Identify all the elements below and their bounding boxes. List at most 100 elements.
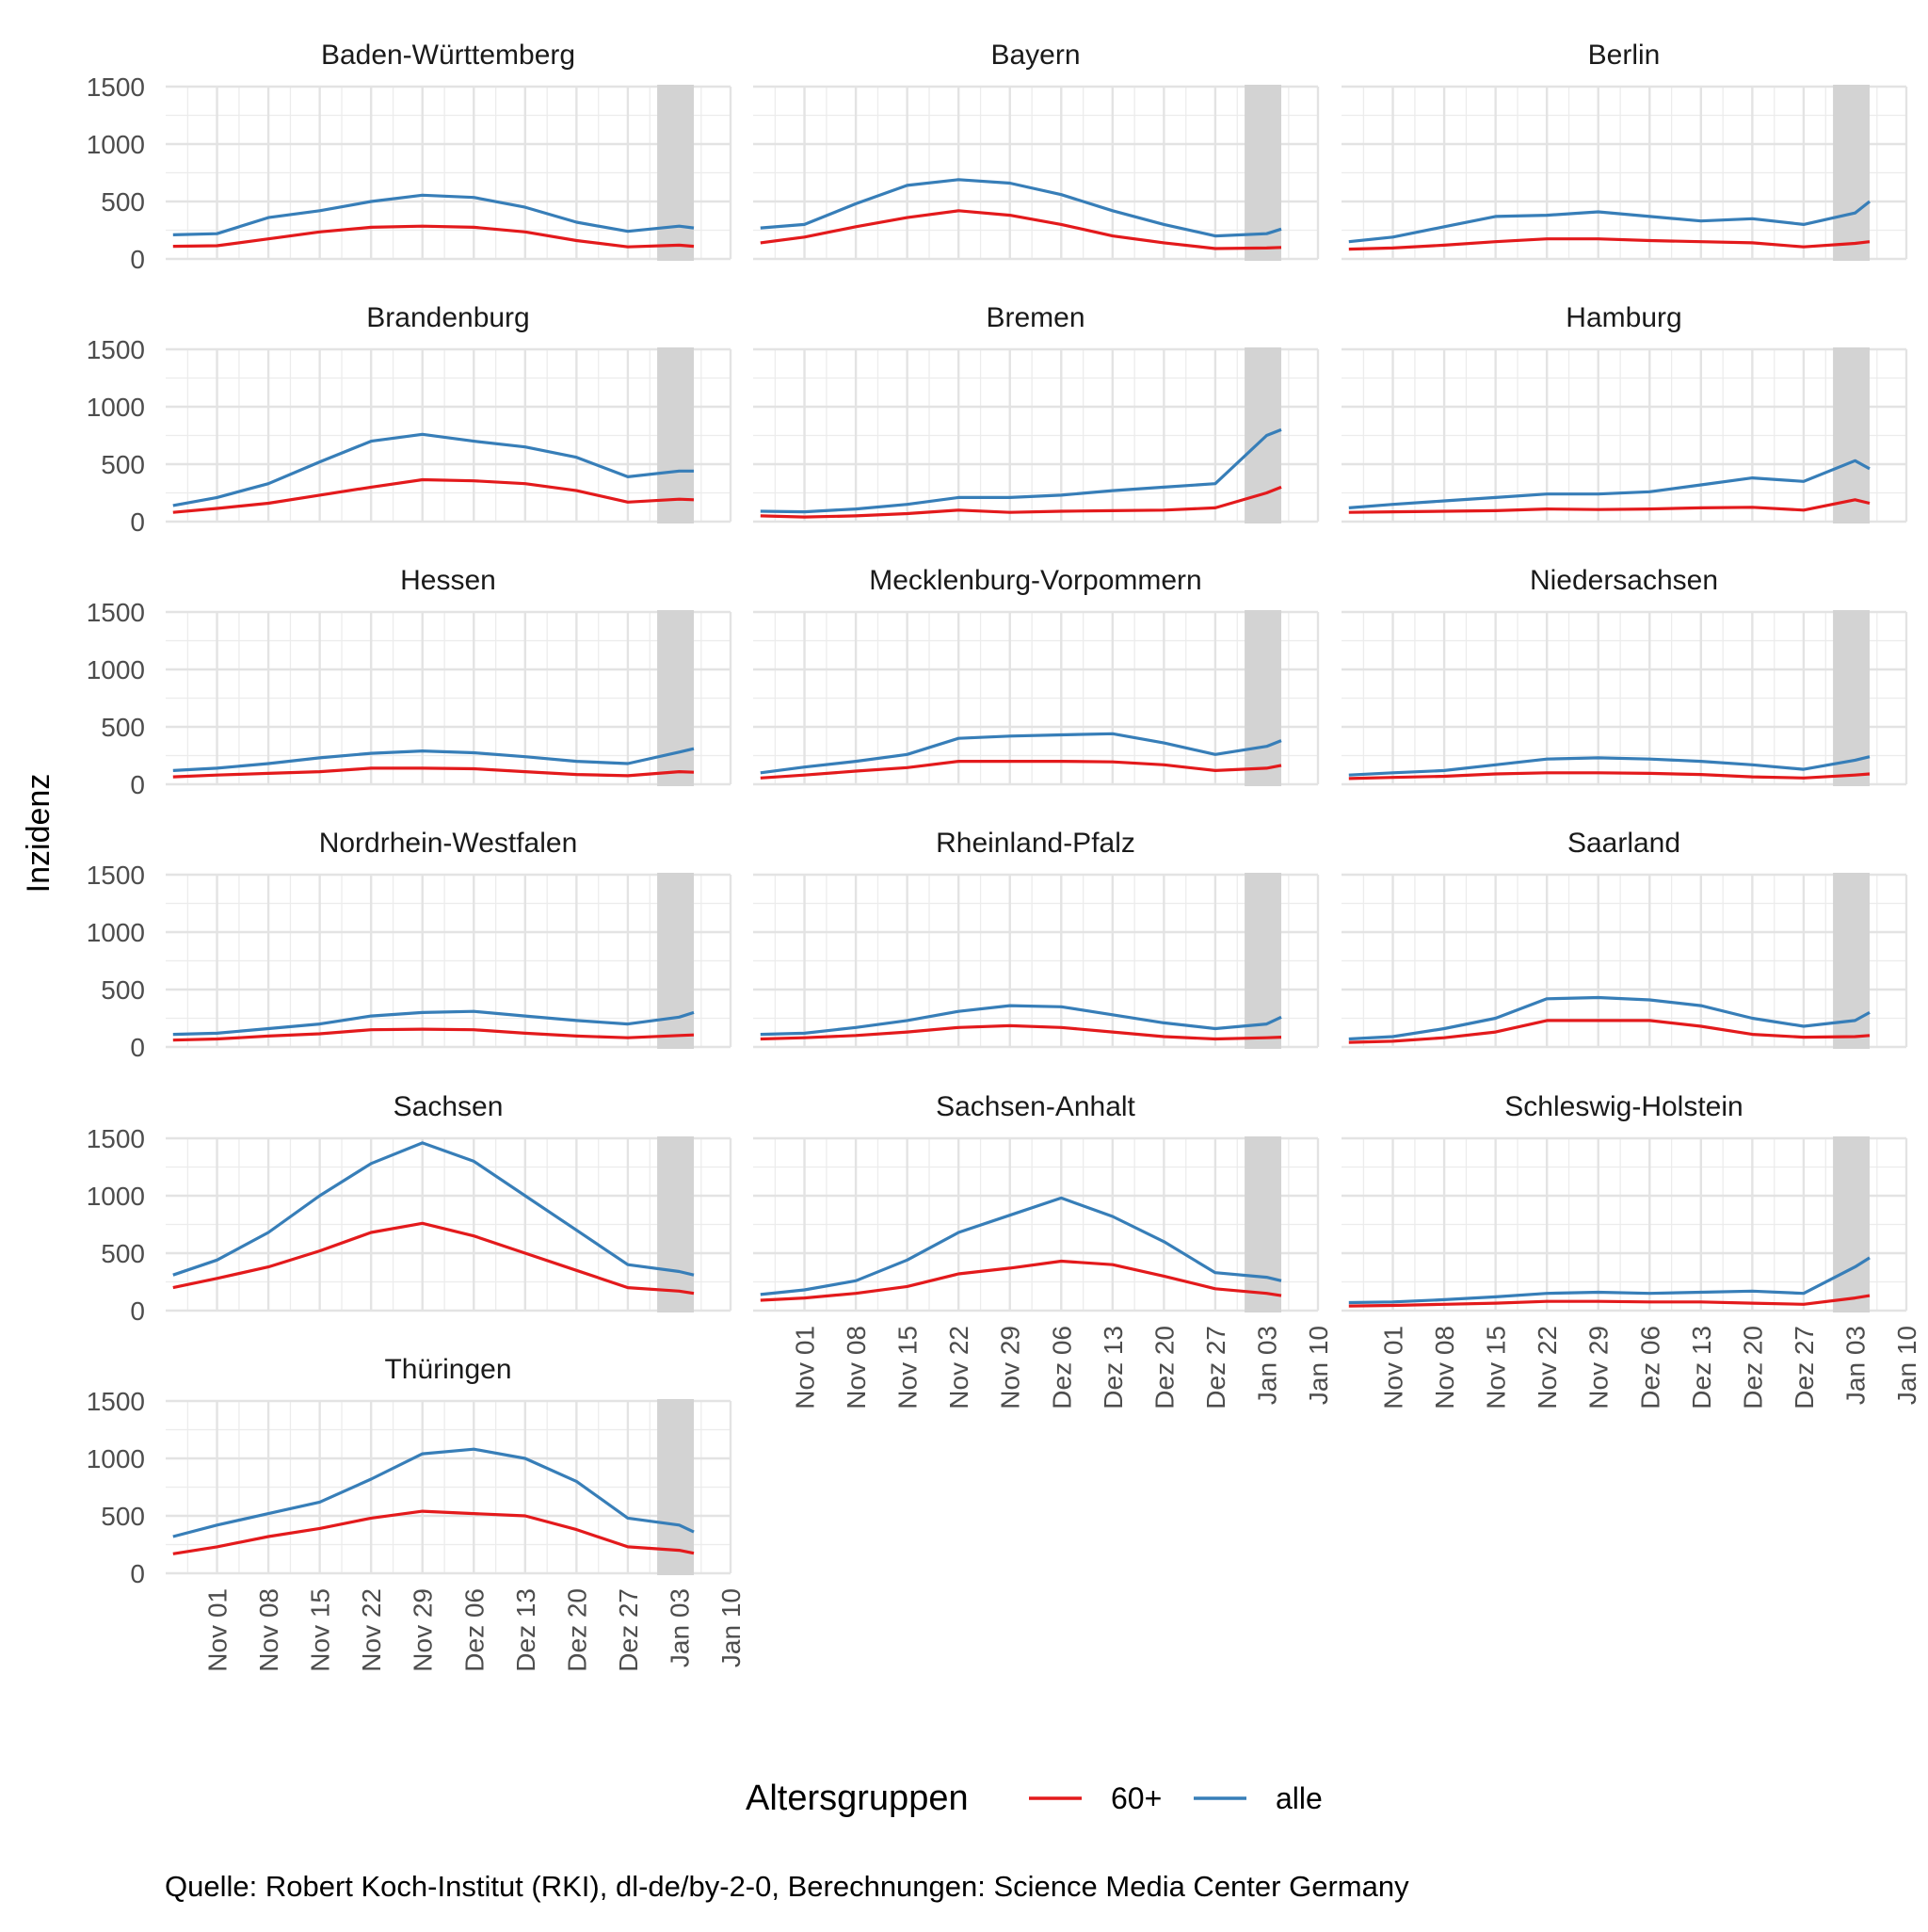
- facet-panel: Bayern: [753, 40, 1320, 261]
- x-tick-label: Dez 20: [1149, 1326, 1179, 1409]
- facet-panel: Berlin: [1342, 40, 1908, 261]
- panel-title: Thüringen: [384, 1354, 511, 1385]
- shaded-range: [1245, 1136, 1282, 1312]
- x-tick-label: Nov 22: [1533, 1326, 1562, 1409]
- panel-title: Rheinland-Pfalz: [936, 828, 1135, 859]
- x-tick-label: Nov 01: [791, 1326, 820, 1409]
- y-tick-label: 1500: [87, 861, 145, 890]
- y-tick-label: 1500: [87, 335, 145, 364]
- shaded-range: [657, 85, 695, 261]
- series-line-60+: [1348, 1294, 1871, 1308]
- y-tick-label: 1000: [87, 655, 145, 684]
- y-tick-label: 500: [101, 450, 145, 479]
- x-tick-label: Nov 29: [996, 1326, 1025, 1409]
- x-tick-label: Nov 01: [203, 1588, 233, 1672]
- series-line-60+: [1348, 237, 1871, 251]
- series-line-alle: [172, 1141, 695, 1277]
- x-tick-label: Nov 08: [254, 1588, 283, 1672]
- series-line-alle: [760, 178, 1282, 238]
- x-tick-label: Dez 27: [1201, 1326, 1230, 1409]
- y-tick-label: 1500: [87, 598, 145, 627]
- series-line-60+: [760, 759, 1282, 780]
- x-tick-label: Dez 13: [511, 1588, 540, 1672]
- x-tick-label: Dez 20: [1738, 1326, 1767, 1409]
- legend: Altersgruppen 60+ alle: [746, 1779, 1323, 1818]
- shaded-range: [1833, 85, 1871, 261]
- series-line-alle: [1348, 995, 1871, 1041]
- x-tick-label: Dez 06: [1635, 1326, 1664, 1409]
- y-axis-label: Inzidenz: [21, 774, 56, 894]
- facet-panel: Niedersachsen: [1342, 565, 1908, 786]
- x-tick-label: Nov 15: [893, 1326, 923, 1409]
- shaded-range: [657, 347, 695, 523]
- facet-panel: 0 500 1000 1500 Nordrhein-Westfalen: [87, 828, 732, 1062]
- x-tick-label: Nov 22: [944, 1326, 973, 1409]
- x-tick-label: Dez 13: [1687, 1326, 1716, 1409]
- shaded-range: [657, 610, 695, 786]
- x-tick-label: Nov 08: [842, 1326, 871, 1409]
- facet-panel: Saarland: [1342, 828, 1908, 1049]
- x-tick-label: Jan 10: [1892, 1326, 1921, 1405]
- y-tick-label: 1500: [87, 1124, 145, 1153]
- x-tick-label: Nov 01: [1379, 1326, 1408, 1409]
- series-line-60+: [1348, 1019, 1871, 1044]
- series-line-alle: [760, 732, 1282, 775]
- panel-title: Schleswig-Holstein: [1504, 1091, 1743, 1122]
- series-line-alle: [760, 427, 1282, 514]
- x-tick-label: Dez 20: [562, 1588, 591, 1672]
- y-tick-label: 1000: [87, 1444, 145, 1473]
- x-tick-label: Nov 15: [1482, 1326, 1511, 1409]
- panel-title: Nordrhein-Westfalen: [319, 828, 578, 859]
- series-line-alle: [172, 1447, 695, 1538]
- facet-panel: Sachsen-Anhalt Nov 01 Nov 08 Nov 15 Nov 22 No…: [753, 1091, 1333, 1409]
- y-tick-label: 1000: [87, 393, 145, 422]
- panel-title: Baden-Württemberg: [321, 40, 575, 71]
- facet-panel: 0 500 1000 1500 Baden-Württemberg: [87, 40, 732, 274]
- y-tick-label: 500: [101, 975, 145, 1005]
- series-line-60+: [172, 1509, 695, 1555]
- y-tick-label: 0: [130, 1033, 145, 1062]
- y-tick-label: 1000: [87, 1182, 145, 1211]
- series-line-60+: [172, 477, 695, 514]
- series-line-alle: [172, 747, 695, 772]
- series-line-alle: [1348, 459, 1871, 509]
- x-tick-label: Nov 08: [1430, 1326, 1459, 1409]
- x-tick-label: Jan 03: [1252, 1326, 1281, 1405]
- series-line-alle: [760, 1004, 1282, 1037]
- x-tick-label: Jan 03: [665, 1588, 694, 1667]
- series-line-60+: [760, 485, 1282, 519]
- y-tick-label: 0: [130, 1296, 145, 1326]
- facet-panel: 0 500 1000 1500 Brandenburg: [87, 302, 732, 537]
- series-line-alle: [1348, 200, 1871, 244]
- series-line-alle: [172, 432, 694, 507]
- facet-panel: 0 500 1000 1500 Thüringen Nov 01 Nov 08 Nov 15 N…: [87, 1354, 746, 1672]
- panel-title: Berlin: [1588, 40, 1661, 71]
- y-tick-label: 0: [130, 507, 145, 537]
- x-tick-label: Jan 03: [1840, 1326, 1870, 1405]
- caption: Quelle: Robert Koch-Institut (RKI), dl-d…: [165, 1870, 1409, 1903]
- y-tick-label: 0: [130, 245, 145, 274]
- x-tick-label: Dez 13: [1099, 1326, 1128, 1409]
- shaded-range: [1833, 347, 1871, 523]
- facet-panel: 0 500 1000 1500 Hessen: [87, 565, 732, 799]
- panel-title: Brandenburg: [366, 302, 529, 333]
- x-tick-label: Nov 22: [357, 1588, 386, 1672]
- facet-panel: 0 500 1000 1500 Sachsen: [87, 1091, 732, 1326]
- shaded-range: [657, 1136, 695, 1312]
- series-line-alle: [172, 193, 695, 236]
- x-tick-label: Nov 15: [306, 1588, 335, 1672]
- facet-panel: Schleswig-Holstein Nov 01 Nov 08 Nov 15 Nov …: [1342, 1091, 1921, 1409]
- panel-title: Bayern: [990, 40, 1080, 71]
- series-line-60+: [760, 1023, 1282, 1041]
- y-tick-label: 1000: [87, 918, 145, 947]
- x-tick-label: Nov 29: [409, 1588, 438, 1672]
- shaded-range: [1245, 610, 1282, 786]
- facet-panel: Bremen: [753, 302, 1320, 523]
- shaded-range: [657, 1399, 695, 1575]
- series-line-alle: [172, 1009, 695, 1037]
- series-line-alle: [1348, 755, 1871, 777]
- y-tick-label: 1500: [87, 1387, 145, 1416]
- series-line-60+: [1348, 498, 1871, 514]
